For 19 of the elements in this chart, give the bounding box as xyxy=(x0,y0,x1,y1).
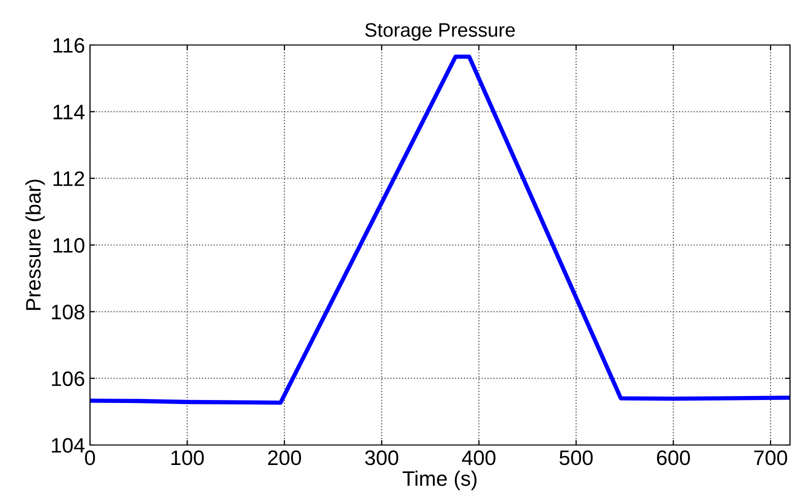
y-tick-label: 106 xyxy=(52,371,84,386)
x-tick-label: 100 xyxy=(171,450,204,466)
y-tick-label: 104 xyxy=(52,438,85,453)
x-tick-label: 500 xyxy=(560,450,593,466)
x-tick-label: 400 xyxy=(462,450,496,466)
x-tick-label: 0 xyxy=(85,450,95,466)
x-tick-label: 200 xyxy=(268,450,302,466)
x-tick-label: 300 xyxy=(365,450,398,466)
y-axis-title: Pressure (bar) xyxy=(25,180,45,310)
chart-title: Storage Pressure xyxy=(365,23,515,41)
x-tick-label: 700 xyxy=(754,450,788,466)
y-tick-label: 110 xyxy=(54,238,84,253)
y-tick-label: 108 xyxy=(52,304,84,320)
y-tick-label: 112 xyxy=(54,171,84,186)
y-tick-label: 114 xyxy=(54,104,85,120)
x-tick-label: 600 xyxy=(657,450,690,466)
line-series xyxy=(90,54,790,405)
y-tick-label: 116 xyxy=(54,38,84,53)
x-axis-title: Time (s) xyxy=(402,470,477,490)
